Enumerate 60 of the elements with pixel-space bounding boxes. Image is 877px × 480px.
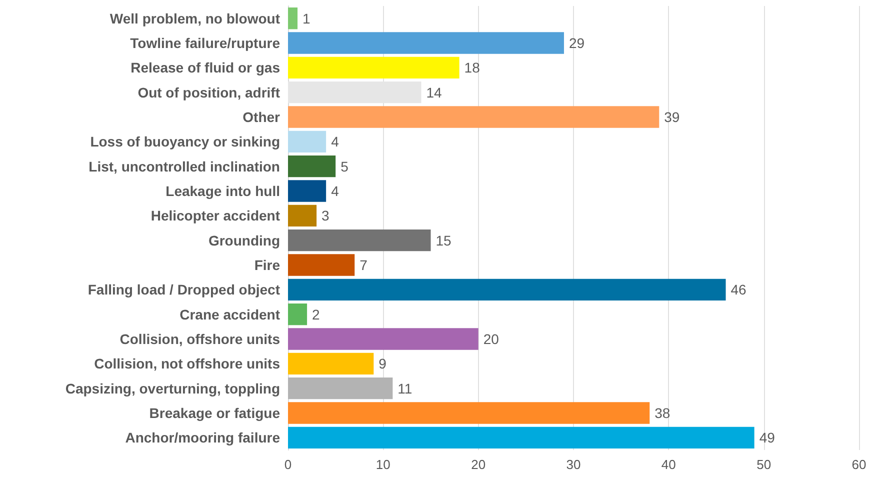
x-tick-label: 60 xyxy=(852,457,866,472)
bar xyxy=(288,32,564,54)
x-tick-label: 0 xyxy=(284,457,292,472)
y-tick-label: List, uncontrolled inclination xyxy=(88,158,280,174)
y-tick-label: Capsizing, overturning, toppling xyxy=(65,380,280,396)
bar xyxy=(288,377,393,400)
x-tick-label: 40 xyxy=(661,457,676,472)
data-label: 2 xyxy=(312,306,320,322)
bar xyxy=(288,130,326,153)
data-label: 38 xyxy=(654,405,670,421)
data-label: 1 xyxy=(302,10,311,26)
bar xyxy=(288,303,308,326)
data-label: 49 xyxy=(759,430,776,446)
y-tick-label: Falling load / Dropped object xyxy=(88,282,280,298)
data-label: 11 xyxy=(398,380,412,396)
bar xyxy=(288,180,326,202)
data-label: 9 xyxy=(378,356,387,372)
y-tick-label: Release of fluid or gas xyxy=(130,60,280,76)
y-tick-label: Collision, not offshore units xyxy=(94,356,280,372)
y-tick-label: Towline failure/rupture xyxy=(130,35,280,51)
bar xyxy=(288,155,336,178)
y-tick-label: Loss of buoyancy or sinking xyxy=(90,134,280,150)
bar xyxy=(288,402,650,424)
bar xyxy=(288,426,754,449)
data-label: 29 xyxy=(568,35,585,51)
data-label: 14 xyxy=(426,84,442,100)
data-label: 15 xyxy=(436,232,452,248)
data-label: 7 xyxy=(360,257,368,273)
data-label: 18 xyxy=(464,60,480,76)
data-label: 3 xyxy=(322,208,330,224)
y-tick-label: Anchor/mooring failure xyxy=(125,430,280,446)
y-tick-label: Helicopter accident xyxy=(150,208,280,224)
y-tick-label: Breakage or fatigue xyxy=(149,405,280,421)
x-tick-label: 30 xyxy=(566,457,581,472)
bar xyxy=(288,56,460,79)
data-label: 4 xyxy=(331,134,340,150)
bar xyxy=(288,352,374,375)
data-label: 4 xyxy=(331,183,340,199)
y-tick-label: Leakage into hull xyxy=(166,183,280,199)
bar xyxy=(288,254,355,276)
y-tick-label: Fire xyxy=(254,257,280,273)
data-label: 5 xyxy=(340,158,349,174)
y-tick-label: Crane accident xyxy=(180,306,280,322)
data-label: 46 xyxy=(730,282,747,298)
x-tick-label: 20 xyxy=(471,457,486,472)
y-tick-label: Out of position, adrift xyxy=(138,84,280,100)
bar xyxy=(288,278,726,301)
data-label: 39 xyxy=(664,109,680,125)
x-tick-label: 10 xyxy=(376,457,390,472)
bar xyxy=(288,328,478,350)
bar xyxy=(288,106,660,128)
y-tick-label: Other xyxy=(242,109,281,125)
y-tick-label: Collision, offshore units xyxy=(120,331,280,347)
data-label: 20 xyxy=(483,331,500,347)
y-tick-label: Well problem, no blowout xyxy=(110,10,280,26)
bar xyxy=(288,229,431,252)
y-tick-label: Grounding xyxy=(208,232,280,248)
bar xyxy=(288,7,298,30)
bar xyxy=(288,204,317,227)
x-tick-label: 50 xyxy=(756,457,772,472)
